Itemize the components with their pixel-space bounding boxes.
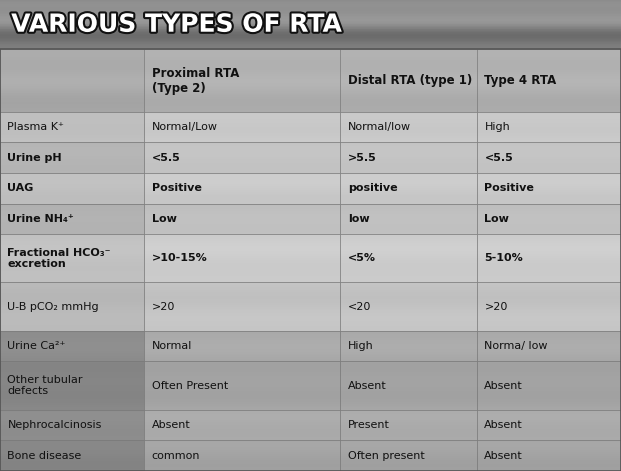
Text: >5.5: >5.5: [348, 153, 376, 162]
Bar: [144, 234, 340, 283]
Bar: [340, 49, 477, 112]
Text: Absent: Absent: [484, 381, 523, 390]
Bar: [144, 361, 340, 410]
Text: U-B pCO₂ mmHg: U-B pCO₂ mmHg: [7, 301, 99, 312]
Bar: [477, 410, 621, 440]
Bar: [0, 49, 144, 112]
Text: Norma/ low: Norma/ low: [484, 341, 548, 351]
Bar: [0, 410, 144, 440]
Bar: [340, 112, 477, 142]
Bar: [0, 361, 144, 410]
Bar: [0, 283, 144, 331]
Text: >10-15%: >10-15%: [152, 253, 207, 263]
Text: Absent: Absent: [152, 420, 190, 430]
Bar: [340, 173, 477, 203]
Text: Often Present: Often Present: [152, 381, 228, 390]
Text: Proximal RTA
(Type 2): Proximal RTA (Type 2): [152, 66, 239, 95]
Text: <5.5: <5.5: [152, 153, 180, 162]
Bar: [477, 440, 621, 471]
Bar: [340, 331, 477, 361]
Text: Distal RTA (type 1): Distal RTA (type 1): [348, 74, 472, 87]
Bar: [340, 410, 477, 440]
Bar: [340, 283, 477, 331]
Text: common: common: [152, 451, 200, 461]
Bar: [0, 203, 144, 234]
Bar: [477, 361, 621, 410]
Text: Urine Ca²⁺: Urine Ca²⁺: [7, 341, 66, 351]
Text: VARIOUS TYPES OF RTA: VARIOUS TYPES OF RTA: [11, 13, 342, 37]
Bar: [144, 142, 340, 173]
Bar: [0, 142, 144, 173]
Bar: [0, 331, 144, 361]
Text: Other tubular
defects: Other tubular defects: [7, 375, 83, 397]
Text: Nephrocalcinosis: Nephrocalcinosis: [7, 420, 102, 430]
Bar: [144, 203, 340, 234]
Bar: [0, 234, 144, 283]
Bar: [0, 173, 144, 203]
Text: Bone disease: Bone disease: [7, 451, 82, 461]
Bar: [340, 142, 477, 173]
Text: Low: Low: [484, 214, 509, 224]
Bar: [0, 112, 144, 142]
Bar: [477, 331, 621, 361]
Bar: [477, 142, 621, 173]
Bar: [477, 173, 621, 203]
Text: 5-10%: 5-10%: [484, 253, 523, 263]
Text: Often present: Often present: [348, 451, 425, 461]
Text: Normal/low: Normal/low: [348, 122, 411, 132]
Bar: [477, 112, 621, 142]
Text: Normal/Low: Normal/Low: [152, 122, 217, 132]
Bar: [0, 440, 144, 471]
Text: <5.5: <5.5: [484, 153, 513, 162]
Bar: [340, 440, 477, 471]
Bar: [144, 410, 340, 440]
Text: Positive: Positive: [484, 183, 534, 193]
Text: Positive: Positive: [152, 183, 201, 193]
Bar: [477, 49, 621, 112]
Bar: [144, 283, 340, 331]
Text: Absent: Absent: [484, 420, 523, 430]
Bar: [144, 112, 340, 142]
Bar: [340, 234, 477, 283]
Text: Type 4 RTA: Type 4 RTA: [484, 74, 556, 87]
Bar: [144, 440, 340, 471]
Bar: [144, 173, 340, 203]
Text: Urine NH₄⁺: Urine NH₄⁺: [7, 214, 74, 224]
Text: UAG: UAG: [7, 183, 34, 193]
Bar: [144, 49, 340, 112]
Text: Absent: Absent: [348, 381, 386, 390]
Bar: [340, 361, 477, 410]
Text: High: High: [484, 122, 510, 132]
Text: Fractional HCO₃⁻
excretion: Fractional HCO₃⁻ excretion: [7, 248, 111, 269]
Text: positive: positive: [348, 183, 397, 193]
Bar: [477, 234, 621, 283]
Bar: [477, 203, 621, 234]
Text: >20: >20: [152, 301, 175, 312]
Text: Plasma K⁺: Plasma K⁺: [7, 122, 65, 132]
Text: >20: >20: [484, 301, 508, 312]
Text: low: low: [348, 214, 369, 224]
Bar: [144, 331, 340, 361]
Text: Normal: Normal: [152, 341, 192, 351]
Bar: [340, 203, 477, 234]
Text: <20: <20: [348, 301, 371, 312]
Text: Present: Present: [348, 420, 389, 430]
Bar: [477, 283, 621, 331]
Text: Low: Low: [152, 214, 176, 224]
Text: High: High: [348, 341, 373, 351]
Text: <5%: <5%: [348, 253, 376, 263]
Text: Absent: Absent: [484, 451, 523, 461]
Text: Urine pH: Urine pH: [7, 153, 62, 162]
